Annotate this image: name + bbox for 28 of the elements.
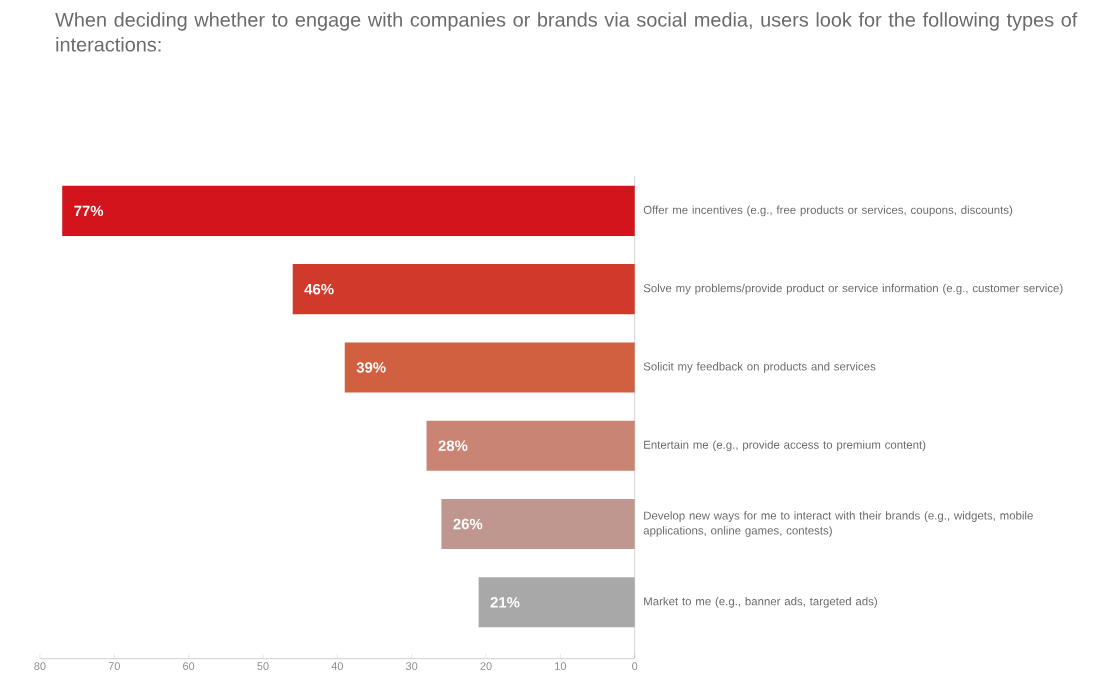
x-tick-label: 50 xyxy=(257,662,269,671)
bar xyxy=(62,186,635,237)
bar xyxy=(292,264,635,315)
bar xyxy=(441,499,635,550)
x-tick-label: 20 xyxy=(480,662,492,671)
x-tick-label: 70 xyxy=(108,662,120,671)
y-tick-label: Entertain me (e.g., provide access to premium content) xyxy=(644,440,926,452)
y-tick-label: Develop new ways for me to interact with their brands (e.g., widgets, mobile applications, online games, contests) xyxy=(643,511,1033,537)
data-label: 39% xyxy=(356,362,386,373)
x-tick-label: 40 xyxy=(331,662,343,671)
bar xyxy=(478,577,635,628)
y-tick-label: Solicit my feedback on products and services xyxy=(643,362,876,373)
x-tick-label: 0 xyxy=(632,662,638,671)
x-tick-label: 10 xyxy=(555,662,567,671)
y-tick-label: Market to me (e.g., banner ads, targeted ads) xyxy=(644,597,877,608)
y-tick-label: Solve my problems/provide product or service information (e.g., customer service) xyxy=(643,284,1063,295)
data-label: 28% xyxy=(438,440,468,452)
x-tick-label: 30 xyxy=(406,662,418,671)
data-label: 77% xyxy=(74,205,104,217)
x-tick-label: 80 xyxy=(34,662,46,671)
bar xyxy=(426,420,635,471)
chart-title: When deciding whether to engage with companies or brands via social media, users look for the following types of interactions: xyxy=(55,12,1078,52)
data-label: 46% xyxy=(304,284,334,295)
y-tick-label: Offer me incentives (e.g., free products or services, coupons, discounts) xyxy=(643,205,1013,217)
bar xyxy=(344,342,635,393)
data-label: 26% xyxy=(453,518,483,530)
x-tick-label: 60 xyxy=(183,662,195,671)
data-label: 21% xyxy=(490,597,520,608)
